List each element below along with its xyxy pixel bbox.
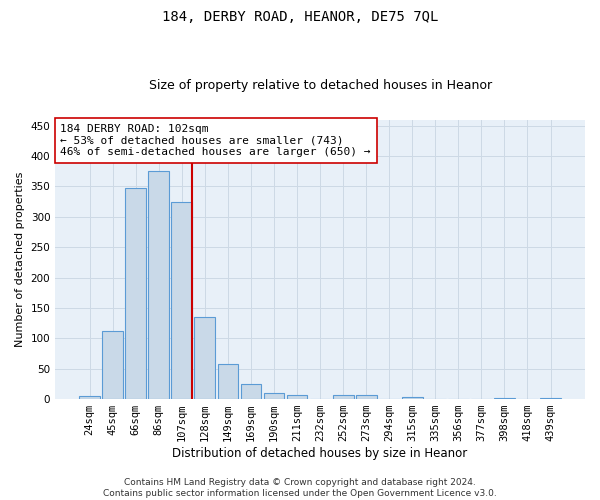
X-axis label: Distribution of detached houses by size in Heanor: Distribution of detached houses by size … <box>172 447 468 460</box>
Bar <box>402 396 422 399</box>
Bar <box>79 396 100 399</box>
Text: 184 DERBY ROAD: 102sqm
← 53% of detached houses are smaller (743)
46% of semi-de: 184 DERBY ROAD: 102sqm ← 53% of detached… <box>61 124 371 157</box>
Title: Size of property relative to detached houses in Heanor: Size of property relative to detached ho… <box>149 79 491 92</box>
Text: Contains HM Land Registry data © Crown copyright and database right 2024.
Contai: Contains HM Land Registry data © Crown c… <box>103 478 497 498</box>
Text: 184, DERBY ROAD, HEANOR, DE75 7QL: 184, DERBY ROAD, HEANOR, DE75 7QL <box>162 10 438 24</box>
Bar <box>148 171 169 399</box>
Bar <box>102 331 123 399</box>
Bar <box>241 384 262 399</box>
Bar <box>263 393 284 399</box>
Bar <box>287 396 307 399</box>
Bar <box>194 317 215 399</box>
Bar <box>333 395 353 399</box>
Bar <box>356 395 377 399</box>
Bar <box>172 202 192 399</box>
Bar <box>540 398 561 399</box>
Y-axis label: Number of detached properties: Number of detached properties <box>15 172 25 347</box>
Bar <box>218 364 238 399</box>
Bar <box>125 188 146 399</box>
Bar <box>494 398 515 399</box>
